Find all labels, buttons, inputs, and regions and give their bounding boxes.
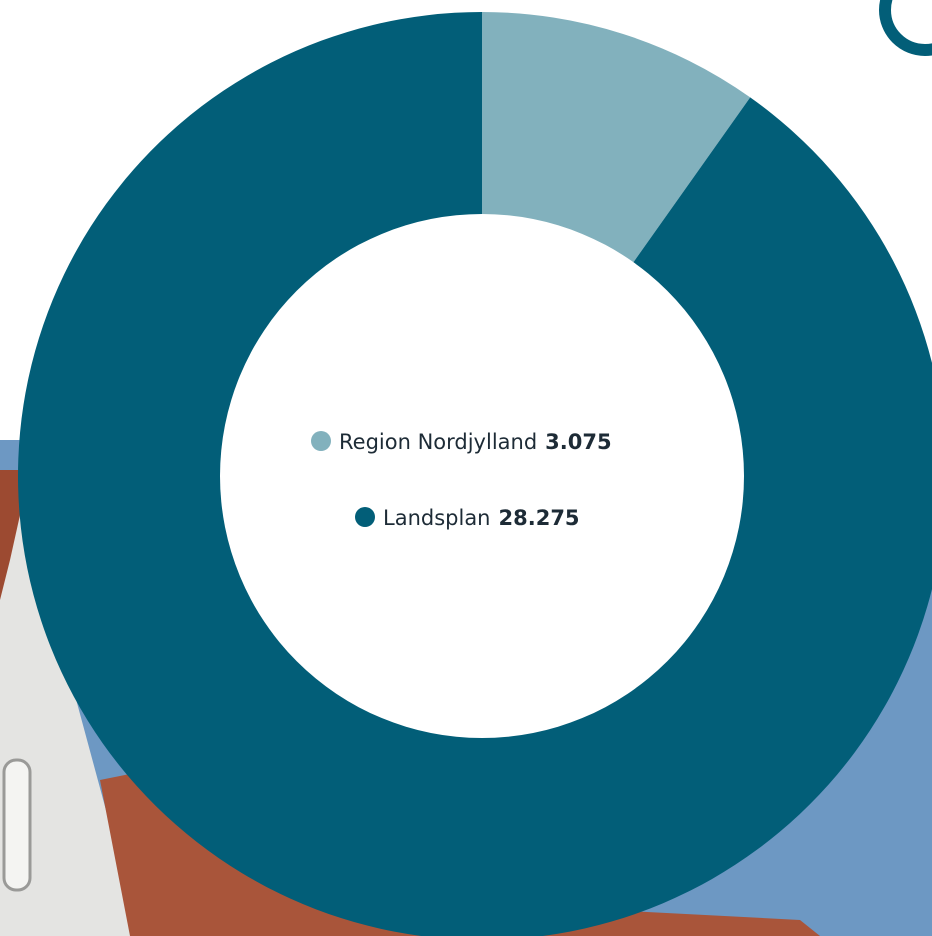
decor-ring bbox=[885, 0, 932, 50]
legend-entry: Region Nordjylland 3.075 bbox=[339, 430, 612, 454]
chart: Region Nordjylland 3.075 Landsplan 28.275 bbox=[0, 0, 932, 936]
legend-swatch bbox=[355, 507, 375, 527]
legend-entry: Landsplan 28.275 bbox=[383, 506, 580, 530]
legend-label: Landsplan bbox=[383, 506, 491, 530]
legend-label: Region Nordjylland bbox=[339, 430, 537, 454]
page: {"chart_data": {"type": "pie", "donut": … bbox=[0, 0, 932, 936]
legend-value: 3.075 bbox=[545, 430, 611, 454]
window bbox=[4, 760, 30, 890]
donut-hole bbox=[220, 214, 744, 738]
legend-value: 28.275 bbox=[499, 506, 580, 530]
legend-swatch bbox=[311, 431, 331, 451]
